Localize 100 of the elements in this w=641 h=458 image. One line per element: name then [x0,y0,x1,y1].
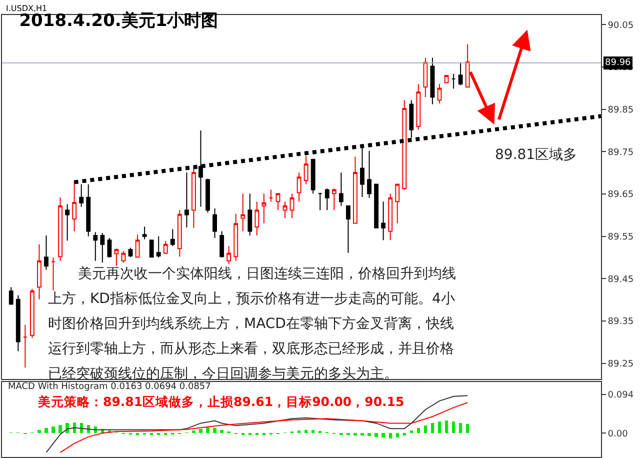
bar [402,433,406,436]
candlestick [310,158,316,194]
bar [396,433,399,438]
candlestick [65,204,70,242]
candlestick [191,165,196,228]
candlestick [430,57,435,105]
candlestick [402,100,407,190]
bar [438,422,442,434]
candlestick [79,184,84,208]
bar [220,430,224,434]
bar [52,426,55,434]
candlestick [206,178,210,214]
bar [44,428,48,434]
candlestick [234,213,238,262]
candlestick [37,244,42,300]
candlestick [367,150,372,198]
bar [374,433,378,437]
candlestick [262,193,266,224]
bar [297,430,301,434]
y-tick-label: 90.05 [608,20,634,31]
candlestick [163,240,168,255]
candlestick [268,189,274,202]
y-tick-label: 89.85 [608,106,634,116]
bar [452,422,456,434]
candlestick [304,155,308,185]
candlestick [170,228,175,247]
candlestick [276,193,280,211]
bar [58,424,62,434]
bar [354,433,357,436]
bar [466,424,470,434]
candlestick [290,193,294,219]
y-tick-label: 89.75 [608,148,634,158]
candlestick [332,188,336,211]
candlestick [22,324,28,368]
candlestick [58,196,63,262]
candlestick [220,230,224,258]
candlestick [121,250,126,264]
candlestick [177,210,182,258]
candlestick [184,172,189,228]
chart-title: MACD With Histogram 0.0163 0.0694 0.0857 [8,382,211,392]
candlestick [240,193,246,232]
bar [416,428,420,434]
annotation: 美元策略：89.81区域做多，止损89.61，目标90.00，90.15 [37,394,404,409]
bar [213,428,216,434]
bar [206,427,210,434]
candlestick [16,294,20,352]
candlestick [374,184,379,228]
candlestick [381,201,386,241]
bar [382,433,385,438]
bar [360,433,364,436]
candlestick [72,180,77,232]
candlestick [318,192,322,211]
candlestick [437,83,442,104]
bar [312,430,315,434]
candlestick [423,57,428,98]
bar [192,430,196,434]
candlestick [248,193,252,236]
y-tick-label: 0.00 [608,429,628,440]
candlestick [128,247,133,258]
bar [458,423,462,434]
bar [410,430,413,434]
candlestick [458,62,463,86]
y-tick-label: 89.55 [608,232,634,243]
candlestick [135,234,140,258]
candlestick [338,172,344,206]
bar [199,428,202,434]
candlestick [254,201,260,236]
candlestick [451,73,456,90]
candlestick [8,286,14,306]
bar [424,426,428,434]
chart-title: 2018.4.20.美元1小时图 [19,11,218,32]
bar [368,433,371,436]
candlestick [44,235,48,270]
candlestick [296,172,302,202]
candlestick [226,246,232,265]
candlestick [156,236,161,258]
candlestick [282,201,288,219]
candlestick [107,238,112,258]
candlestick [100,232,105,264]
bar [430,423,434,434]
candlestick [30,288,34,338]
candlestick [353,156,358,224]
candlestick [93,232,98,262]
y-tick-label: 0.094 [608,390,634,401]
y-tick-label: 89.25 [608,359,634,370]
ref-line-label: 89.96 [605,58,632,68]
y-tick-label: 89.65 [608,190,634,200]
text: I.USDX,H1 [6,4,48,13]
candlestick [388,193,393,241]
candlestick [212,208,217,239]
y-tick-label: 89.35 [608,317,634,328]
candlestick [346,205,350,254]
bar [444,420,448,434]
candlestick [51,257,56,292]
bar [38,430,41,434]
annotation: 89.81区域多 [495,147,578,163]
candlestick [324,188,330,211]
bar [388,433,392,438]
candlestick [149,240,154,258]
candlestick [142,226,147,240]
